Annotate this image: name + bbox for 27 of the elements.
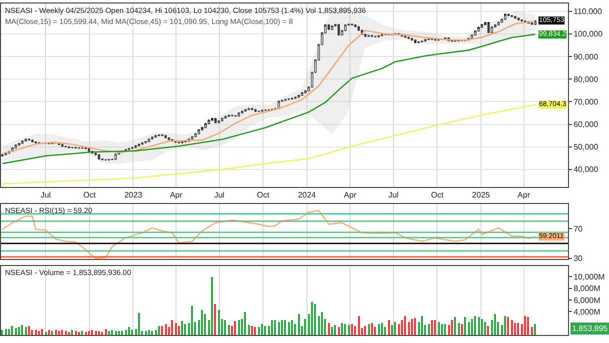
x-tick-label: Apr bbox=[518, 190, 530, 200]
y-tick-label: 6,000M bbox=[574, 296, 601, 305]
y-tick-label: 10,000M bbox=[574, 272, 606, 282]
x-tick-label: Jul bbox=[40, 190, 52, 200]
y-tick-label: 50,000 bbox=[574, 142, 599, 152]
y-tick-label: 60,000 bbox=[574, 120, 599, 130]
x-tick-label: Apr bbox=[344, 190, 357, 200]
y-tick-label: 4,000M bbox=[574, 307, 601, 316]
x-tick-label: Oct bbox=[430, 190, 444, 200]
x-tick-label: Jul bbox=[388, 190, 399, 200]
x-tick-label: 2024 bbox=[298, 190, 316, 200]
x-tick-label: 2025 bbox=[472, 190, 490, 200]
y-tick-label: 8,000M bbox=[574, 284, 601, 294]
x-tick-label: Oct bbox=[256, 190, 270, 200]
y-tick-label: 40,000 bbox=[574, 165, 599, 174]
y-tick-label: 70,000 bbox=[574, 97, 599, 106]
y-tick-label: 80,000 bbox=[574, 74, 599, 84]
x-tick-label: 2023 bbox=[124, 190, 143, 200]
x-tick-label: Jul bbox=[214, 190, 225, 200]
x-tick-label: Apr bbox=[170, 190, 183, 200]
text: 1,853,895 bbox=[572, 324, 608, 333]
y-tick-label: 100,000 bbox=[574, 30, 604, 39]
y-tick-label: 90,000 bbox=[574, 52, 599, 62]
y-tick-label: 110,000 bbox=[574, 7, 602, 16]
y-tick-label: 70 bbox=[574, 224, 584, 234]
x-tick-label: Oct bbox=[83, 190, 96, 200]
y-tick-label: 30 bbox=[574, 254, 584, 264]
